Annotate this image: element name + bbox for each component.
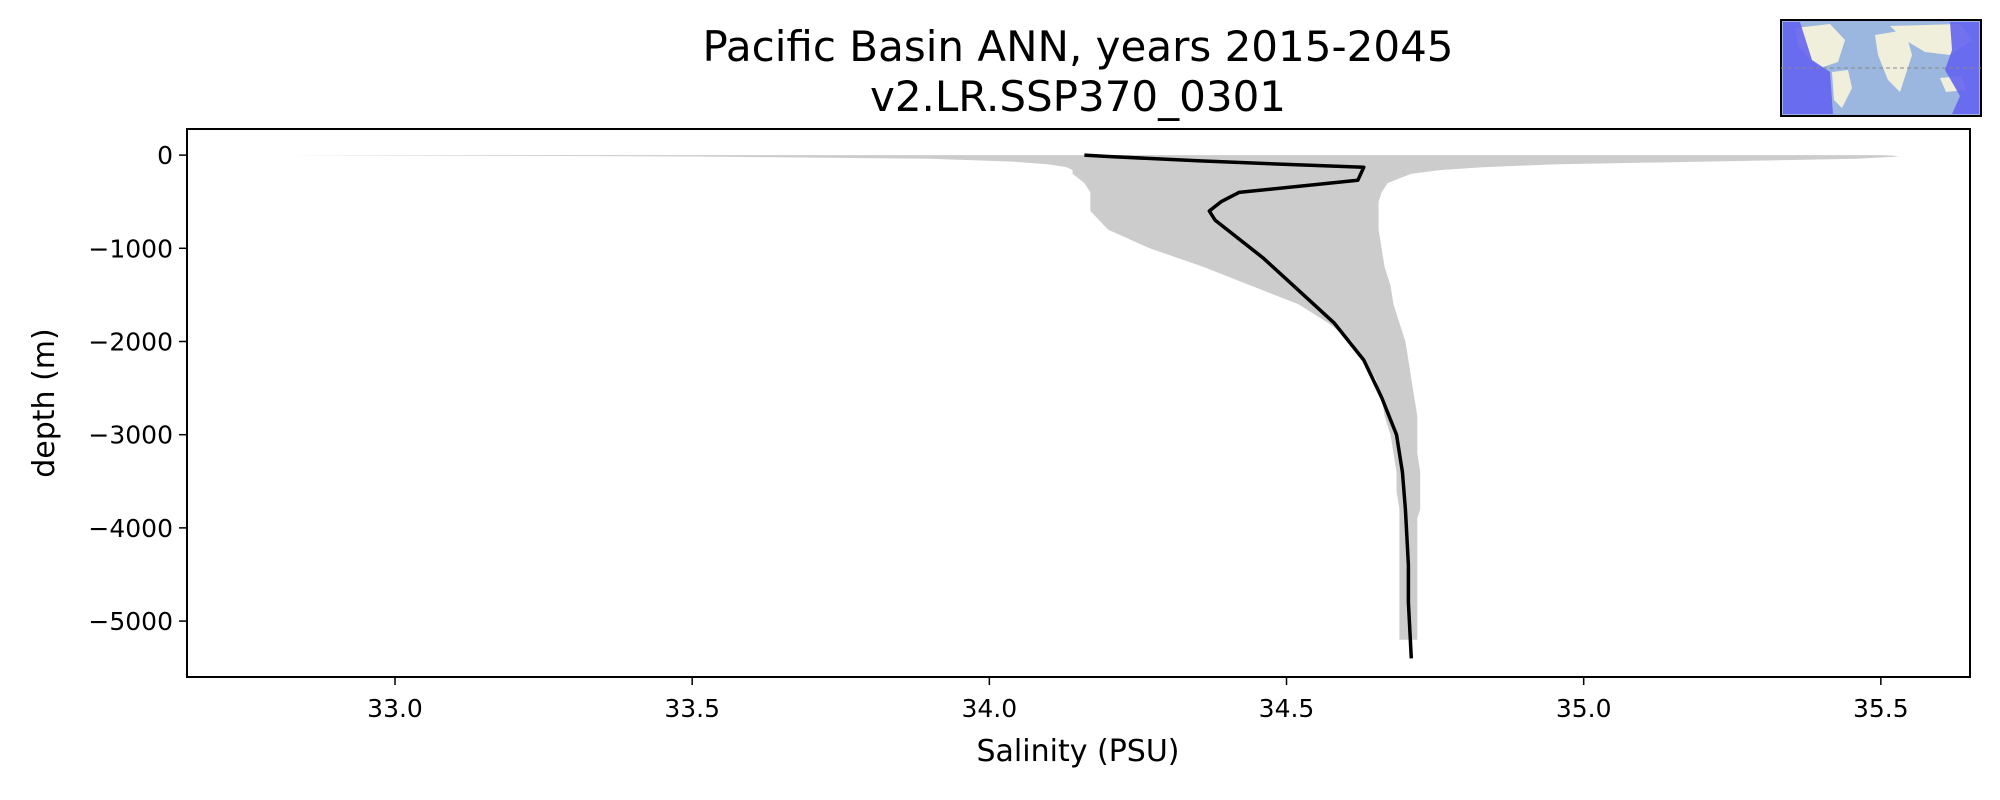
axes-frame: [186, 128, 1971, 678]
x-tick-label: 35.0: [1556, 694, 1612, 723]
x-axis-ticks: 33.0 33.5 34.0 34.5 35.0 35.5: [367, 677, 1909, 723]
y-tick-label: 0: [157, 141, 173, 170]
y-tick-label: −5000: [88, 607, 173, 636]
mean-salinity-line: [1084, 153, 1414, 659]
chart-title-line2: v2.LR.SSP370_0301: [869, 72, 1287, 121]
x-tick-label: 33.5: [664, 694, 720, 723]
inset-land-south-america: [1832, 70, 1852, 108]
region-map-inset: [1780, 19, 1982, 117]
y-tick-label: −3000: [88, 421, 173, 450]
inset-region-west-pacific: [1945, 22, 1979, 114]
y-axis-label: depth (m): [27, 328, 62, 478]
x-tick-label: 34.5: [1259, 694, 1315, 723]
inset-region-east-pacific: [1783, 22, 1833, 114]
spread-band: [288, 155, 1899, 640]
x-tick-label: 33.0: [367, 694, 423, 723]
chart-title-line1: Pacific Basin ANN, years 2015-2045: [702, 22, 1454, 71]
x-tick-label: 34.0: [962, 694, 1018, 723]
y-tick-label: −2000: [88, 327, 173, 356]
x-axis-label: Salinity (PSU): [977, 734, 1180, 769]
inset-land-africa: [1875, 30, 1912, 92]
mean-profile-layer: [1084, 153, 1414, 659]
y-tick-label: −1000: [88, 234, 173, 263]
spread-band-layer: [288, 155, 1899, 640]
y-tick-label: −4000: [88, 514, 173, 543]
x-tick-label: 35.5: [1853, 694, 1909, 723]
chart-title: Pacific Basin ANN, years 2015-2045 v2.LR…: [0, 22, 2000, 122]
y-axis-ticks: 0 −1000 −2000 −3000 −4000 −5000: [88, 141, 187, 636]
